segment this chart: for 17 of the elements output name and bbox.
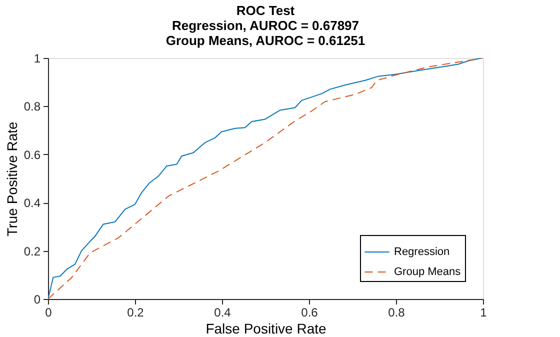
- chart-title: ROC Test Regression, AUROC = 0.67897 Group Means, AUROC = 0.61251: [166, 3, 366, 48]
- y-tick-label: 0.4: [24, 196, 41, 210]
- x-tick-label: 0.2: [127, 306, 144, 320]
- y-tick-label: 0.8: [24, 100, 41, 114]
- x-tick-label: 0.8: [388, 306, 406, 320]
- y-tick-label: 0.2: [24, 244, 41, 258]
- y-axis-title: True Positive Rate: [4, 121, 20, 236]
- y-tick-label: 0.6: [24, 148, 41, 162]
- y-tick-label: 0: [34, 292, 41, 306]
- legend-label: Regression: [394, 246, 450, 258]
- legend-label: Group Means: [394, 266, 462, 278]
- y-tick-label: 1: [34, 52, 41, 66]
- x-tick-label: 0: [45, 306, 52, 320]
- x-tick-label: 0.4: [214, 306, 232, 320]
- x-tick-label: 0.6: [301, 306, 318, 320]
- x-axis-title: False Positive Rate: [206, 320, 327, 336]
- x-tick-label: 1: [480, 306, 488, 320]
